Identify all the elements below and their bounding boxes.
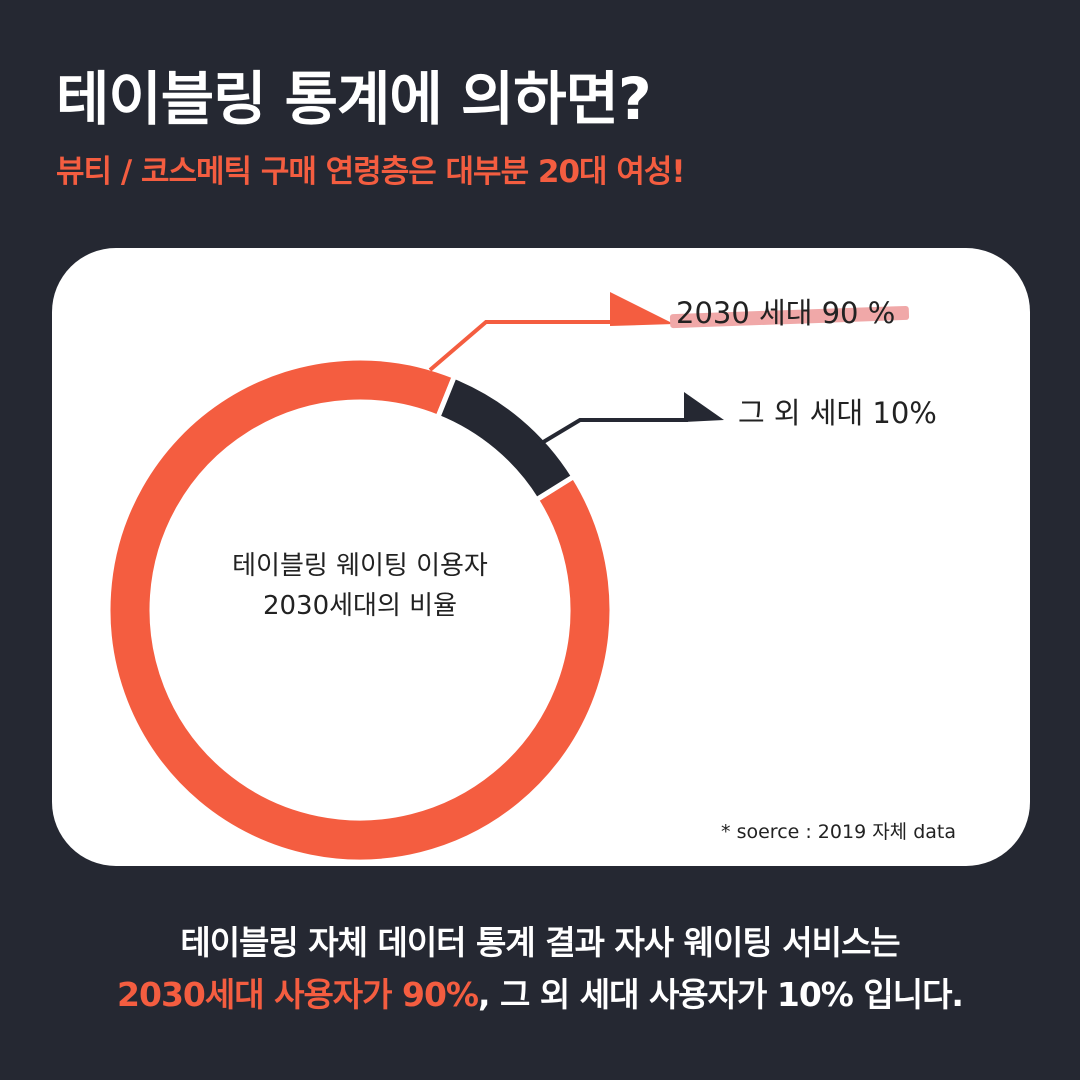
donut-chart: [105, 292, 724, 865]
page-subtitle: 뷰티 / 코스메틱 구매 연령층은 대부분 20대 여성!: [56, 154, 686, 190]
leader-line-2030: [428, 320, 612, 372]
center-label-line2: 2030세대의 비율: [262, 591, 458, 621]
footer-line1: 테이블링 자체 데이터 통계 결과 자사 웨이팅 서비스는: [180, 923, 900, 962]
donut-slice-other: [434, 373, 578, 504]
center-label-line1: 테이블링 웨이팅 이용자: [232, 551, 488, 581]
chart-card: 테이블링 웨이팅 이용자 2030세대의 비율 2030 세대 90 % 그 외…: [52, 248, 1030, 866]
leader-arrow-other: [684, 392, 724, 422]
footer-line2: 2030세대 사용자가 90%, 그 외 세대 사용자가 10% 입니다.: [0, 968, 1080, 1016]
callout-other: 그 외 세대 10%: [738, 390, 937, 432]
callout-other-label: 그 외 세대 10%: [738, 396, 937, 430]
source-note: * soerce : 2019 자체 data: [721, 821, 956, 843]
callout-2030: 2030 세대 90 %: [669, 290, 910, 332]
leader-line-other: [538, 418, 688, 446]
footer-rest-text: , 그 외 세대 사용자가 10% 입니다.: [478, 975, 964, 1014]
donut-center-label: 테이블링 웨이팅 이용자 2030세대의 비율: [200, 546, 520, 626]
page-title: 테이블링 통계에 의하면?: [56, 65, 652, 133]
footer-accent-text: 2030세대 사용자가 90%: [117, 975, 479, 1014]
donut-slice-2030: [105, 355, 615, 865]
callout-2030-label: 2030 세대 90 %: [676, 296, 896, 330]
leader-arrow-2030: [610, 292, 674, 326]
